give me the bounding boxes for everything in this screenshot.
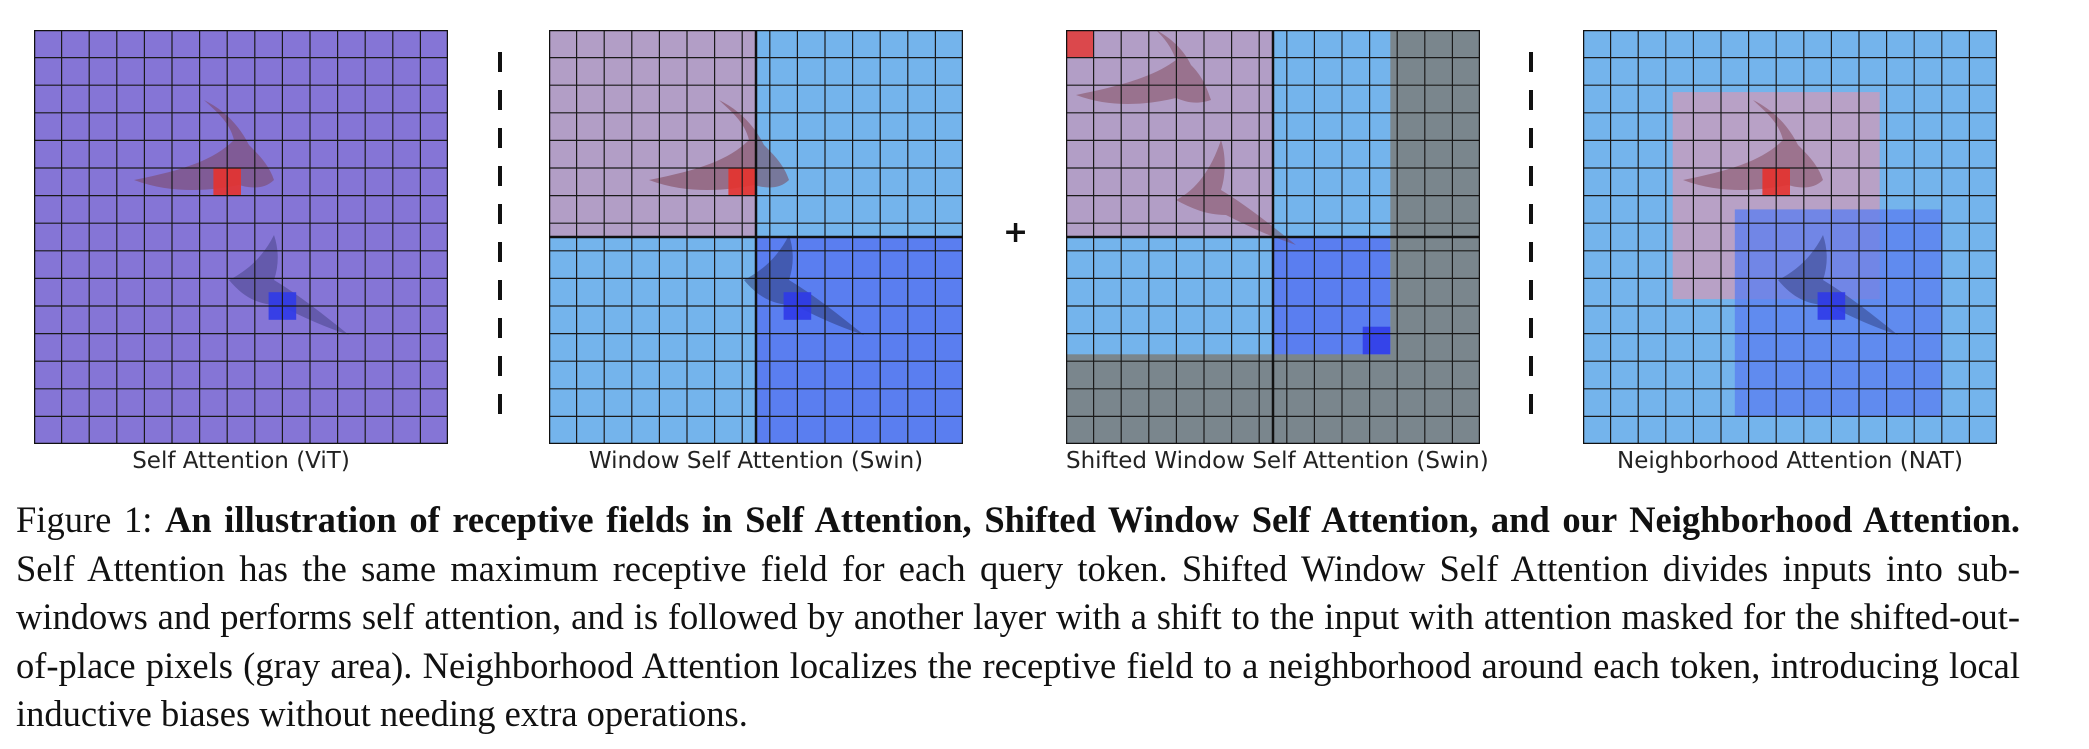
shifted-window-top-left bbox=[1066, 30, 1273, 237]
panel-neighborhood-attention: Neighborhood Attention (NAT) bbox=[1583, 30, 1997, 480]
window-bottom-left bbox=[549, 237, 756, 444]
figure-description: Self Attention has the same maximum rece… bbox=[16, 547, 2020, 735]
full-receptive-field bbox=[34, 30, 448, 444]
panel-shifted-window-self-attention: Shifted Window Self Attention (Swin) bbox=[1066, 30, 1489, 480]
figure-caption: Figure 1: An illustration of receptive f… bbox=[16, 496, 2020, 739]
panel-caption-shifted-swin: Shifted Window Self Attention (Swin) bbox=[1066, 448, 1489, 474]
dashed-separator bbox=[1529, 52, 1533, 432]
panel-caption-swin: Window Self Attention (Swin) bbox=[588, 448, 924, 474]
nat-grid-figure bbox=[1583, 30, 1997, 444]
panel-caption-nat: Neighborhood Attention (NAT) bbox=[1617, 448, 1963, 474]
token-grid bbox=[34, 30, 448, 444]
figure-label: Figure 1: bbox=[16, 499, 153, 540]
dashed-separator bbox=[498, 52, 502, 432]
window-top-right bbox=[756, 30, 963, 237]
eagle-silhouette-middle bbox=[1176, 140, 1296, 245]
panel-window-self-attention: Window Self Attention (Swin) bbox=[549, 30, 963, 480]
swin-grid-figure bbox=[549, 30, 963, 444]
panel-caption-vit: Self Attention (ViT) bbox=[132, 448, 350, 474]
panel-self-attention-vit: Self Attention (ViT) bbox=[34, 30, 448, 480]
eagle-silhouette-bottom bbox=[229, 235, 349, 335]
figure-title: An illustration of receptive fields in S… bbox=[165, 499, 2021, 540]
token-grid bbox=[1583, 30, 1997, 444]
plus-sign: + bbox=[1003, 215, 1029, 250]
vit-grid-figure bbox=[34, 30, 448, 444]
query-token-blue bbox=[1362, 326, 1391, 355]
window-top-left bbox=[549, 30, 756, 237]
shifted-swin-grid-figure bbox=[1066, 30, 1480, 444]
eagle-silhouette-bottom bbox=[1778, 235, 1898, 335]
eagle-silhouette-bottom bbox=[744, 235, 864, 335]
query-token-red bbox=[1066, 30, 1094, 58]
